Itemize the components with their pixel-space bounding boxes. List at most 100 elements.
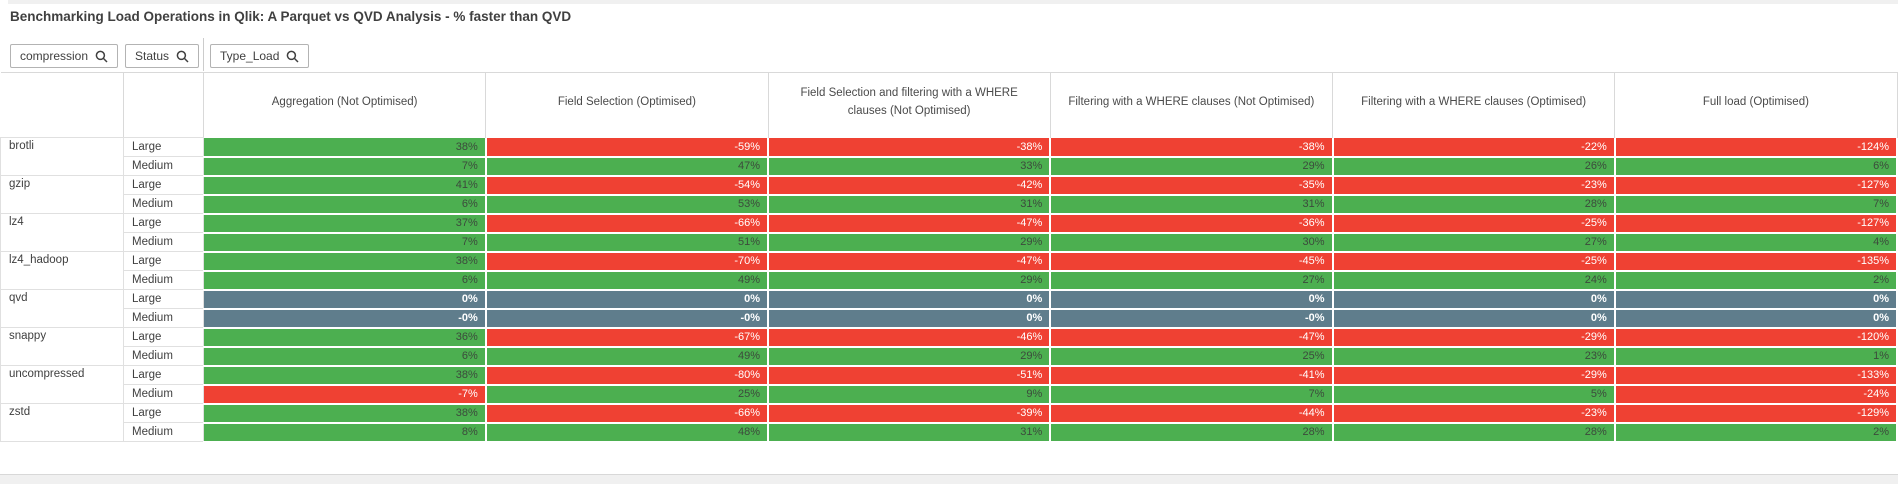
row-label-status[interactable]: Medium bbox=[123, 156, 204, 176]
row-label-status[interactable]: Medium bbox=[123, 384, 204, 404]
table-row: uncompressed Large 38% -80% -51% -41% -29% -133… bbox=[0, 365, 1898, 404]
value-cell: -36% bbox=[1050, 213, 1334, 234]
column-header-filtering-optimised[interactable]: Filtering with a WHERE clauses (Optimise… bbox=[1331, 72, 1616, 138]
value-cell: -0% bbox=[203, 308, 487, 329]
value-cell: 0% bbox=[1332, 289, 1616, 310]
value-cell: -29% bbox=[1332, 327, 1616, 348]
value-cell: -127% bbox=[1614, 213, 1898, 234]
row-label-status[interactable]: Medium bbox=[123, 270, 204, 290]
filter-status-label: Status bbox=[135, 49, 170, 63]
value-cell: 25% bbox=[485, 384, 770, 405]
row-label-compression[interactable]: snappy bbox=[0, 327, 124, 366]
filter-compression[interactable]: compression bbox=[10, 44, 119, 68]
row-label-status[interactable]: Large bbox=[123, 175, 204, 195]
column-header-filtering-not-optimised[interactable]: Filtering with a WHERE clauses (Not Opti… bbox=[1049, 72, 1334, 138]
row-label-status[interactable]: Medium bbox=[123, 422, 204, 442]
value-cell: -29% bbox=[1332, 365, 1616, 386]
value-cell: 41% bbox=[203, 175, 487, 196]
value-cell: -0% bbox=[1050, 308, 1334, 329]
row-label-status[interactable]: Large bbox=[123, 137, 204, 157]
value-cell: -38% bbox=[768, 137, 1052, 158]
row-label-compression[interactable]: brotli bbox=[0, 137, 124, 176]
value-cell: 0% bbox=[768, 289, 1052, 310]
value-cell: -25% bbox=[1332, 251, 1616, 272]
value-cell: -25% bbox=[1332, 213, 1616, 234]
value-cell: -124% bbox=[1614, 137, 1898, 158]
search-icon[interactable] bbox=[286, 50, 299, 63]
row-label-status[interactable]: Large bbox=[123, 365, 204, 385]
value-cell: 0% bbox=[1614, 308, 1898, 329]
value-cell: 6% bbox=[1614, 156, 1898, 177]
value-cell: -0% bbox=[485, 308, 770, 329]
table-row: Medium 7% 51% 29% 30% 27% 4% bbox=[1, 232, 1898, 253]
column-header-aggregation[interactable]: Aggregation (Not Optimised) bbox=[202, 72, 487, 138]
table-row: Medium 6% 49% 29% 27% 24% 2% bbox=[1, 270, 1898, 291]
row-label-status[interactable]: Large bbox=[123, 327, 204, 347]
value-cell: -67% bbox=[485, 327, 770, 348]
value-cell: 38% bbox=[203, 365, 487, 386]
value-cell: 9% bbox=[768, 384, 1052, 405]
row-label-status[interactable]: Large bbox=[123, 251, 204, 271]
value-cell: -66% bbox=[485, 403, 770, 424]
value-cell: 29% bbox=[1050, 156, 1334, 177]
row-label-status[interactable]: Medium bbox=[123, 194, 204, 214]
column-header-full-load[interactable]: Full load (Optimised) bbox=[1614, 72, 1898, 138]
value-cell: -80% bbox=[485, 365, 770, 386]
filter-type-load-label: Type_Load bbox=[220, 49, 280, 63]
table-row: lz4_hadoop Large 38% -70% -47% -45% -25% -135% bbox=[0, 251, 1898, 290]
value-cell: 27% bbox=[1332, 232, 1616, 253]
row-label-status[interactable]: Medium bbox=[123, 232, 204, 252]
column-header-field-selection-filtering[interactable]: Field Selection and filtering with a WHE… bbox=[767, 72, 1051, 138]
table-row: Medium 7% 47% 33% 29% 26% 6% bbox=[1, 156, 1898, 177]
row-label-status[interactable]: Large bbox=[123, 289, 204, 309]
filter-bar: compression Status bbox=[10, 44, 200, 68]
row-label-compression[interactable]: zstd bbox=[0, 403, 124, 442]
value-cell: 8% bbox=[203, 422, 487, 443]
value-cell: -42% bbox=[768, 175, 1052, 196]
value-cell: 33% bbox=[768, 156, 1052, 177]
filter-pane-divider bbox=[203, 38, 204, 71]
value-cell: 25% bbox=[1050, 346, 1334, 367]
row-dimension-header bbox=[0, 72, 124, 138]
row-label-compression[interactable]: lz4_hadoop bbox=[0, 251, 124, 290]
table-row: zstd Large 38% -66% -39% -44% -23% -129% bbox=[0, 403, 1898, 442]
search-icon[interactable] bbox=[176, 50, 189, 63]
value-cell: 37% bbox=[203, 213, 487, 234]
value-cell: 30% bbox=[1050, 232, 1334, 253]
sheet-bottom-edge bbox=[0, 474, 1898, 484]
page-title: Benchmarking Load Operations in Qlik: A … bbox=[10, 9, 572, 24]
value-cell: 28% bbox=[1332, 194, 1616, 215]
value-cell: -7% bbox=[203, 384, 487, 405]
column-header-field-selection[interactable]: Field Selection (Optimised) bbox=[485, 72, 769, 138]
sheet-top-edge bbox=[8, 0, 1898, 4]
row-label-status[interactable]: Large bbox=[123, 403, 204, 423]
row-label-compression[interactable]: qvd bbox=[0, 289, 124, 328]
value-cell: 24% bbox=[1332, 270, 1616, 291]
value-cell: -59% bbox=[485, 137, 770, 158]
value-cell: 7% bbox=[1614, 194, 1898, 215]
table-row: qvd Large 0% 0% 0% 0% 0% 0% bbox=[0, 289, 1898, 328]
table-row: Medium 6% 49% 29% 25% 23% 1% bbox=[1, 346, 1898, 367]
value-cell: 38% bbox=[203, 137, 487, 158]
filter-status[interactable]: Status bbox=[125, 44, 200, 68]
value-cell: 49% bbox=[485, 346, 770, 367]
value-cell: 36% bbox=[203, 327, 487, 348]
value-cell: 2% bbox=[1614, 422, 1898, 443]
value-cell: -66% bbox=[485, 213, 770, 234]
value-cell: 47% bbox=[485, 156, 770, 177]
row-label-status[interactable]: Large bbox=[123, 213, 204, 233]
row-label-compression[interactable]: lz4 bbox=[0, 213, 124, 252]
row-label-status[interactable]: Medium bbox=[123, 308, 204, 328]
value-cell: -133% bbox=[1614, 365, 1898, 386]
row-label-compression[interactable]: gzip bbox=[0, 175, 124, 214]
value-cell: -54% bbox=[485, 175, 770, 196]
value-cell: 0% bbox=[203, 289, 487, 310]
value-cell: 7% bbox=[203, 156, 487, 177]
search-icon[interactable] bbox=[95, 50, 108, 63]
filter-bar-right: Type_Load bbox=[210, 44, 310, 68]
value-cell: 27% bbox=[1050, 270, 1334, 291]
filter-type-load[interactable]: Type_Load bbox=[210, 44, 310, 68]
row-label-status[interactable]: Medium bbox=[123, 346, 204, 366]
value-cell: -70% bbox=[485, 251, 770, 272]
row-label-compression[interactable]: uncompressed bbox=[0, 365, 124, 404]
